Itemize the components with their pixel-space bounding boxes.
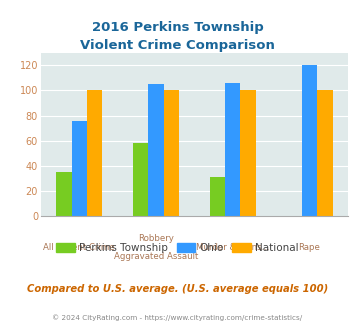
Bar — [164, 90, 179, 216]
Legend: Perkins Township, Ohio, National: Perkins Township, Ohio, National — [52, 239, 303, 257]
Bar — [133, 143, 148, 216]
Text: 2016 Perkins Township
Violent Crime Comparison: 2016 Perkins Township Violent Crime Comp… — [80, 21, 275, 52]
Bar — [240, 90, 256, 216]
Text: Rape: Rape — [299, 243, 321, 251]
Text: © 2024 CityRating.com - https://www.cityrating.com/crime-statistics/: © 2024 CityRating.com - https://www.city… — [53, 314, 302, 321]
Bar — [210, 177, 225, 216]
Bar — [148, 84, 164, 216]
Text: All Violent Crime: All Violent Crime — [43, 243, 115, 251]
Bar — [302, 65, 317, 216]
Text: Compared to U.S. average. (U.S. average equals 100): Compared to U.S. average. (U.S. average … — [27, 284, 328, 294]
Bar — [56, 172, 72, 216]
Bar — [87, 90, 102, 216]
Bar — [317, 90, 333, 216]
Text: Murder & Mans...: Murder & Mans... — [196, 243, 269, 251]
Text: Robbery: Robbery — [138, 234, 174, 243]
Bar — [225, 83, 240, 216]
Text: Aggravated Assault: Aggravated Assault — [114, 252, 198, 261]
Bar — [72, 121, 87, 216]
